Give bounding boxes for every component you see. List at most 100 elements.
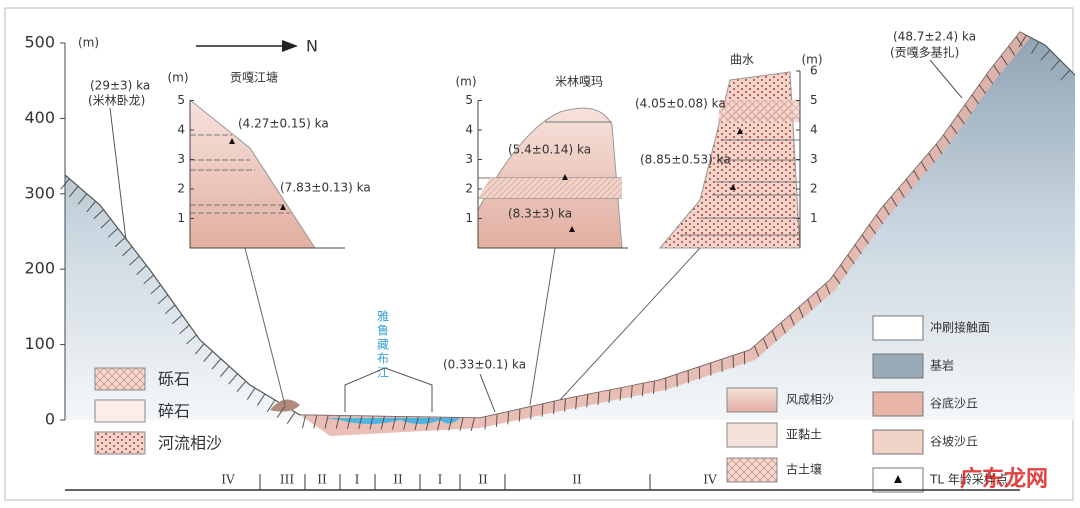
legend-swatch — [94, 431, 146, 455]
terrace-label: IV — [703, 473, 717, 487]
axis-unit: (m) — [78, 36, 99, 50]
bedrock — [65, 32, 1075, 420]
arrow-head — [282, 40, 298, 52]
hatch — [286, 411, 296, 424]
hatch — [861, 234, 869, 245]
pointer — [929, 59, 963, 99]
hatch — [586, 394, 589, 408]
site-age: (0.33±0.1) ka — [443, 358, 526, 372]
tick-label: 200 — [24, 259, 55, 278]
hatch — [1060, 69, 1071, 81]
hatch — [346, 415, 352, 429]
hatch — [868, 224, 877, 235]
terrace-label: II — [478, 473, 488, 487]
inset-tick-label: 2 — [177, 182, 185, 196]
hatch — [597, 392, 600, 406]
hatch — [100, 218, 112, 229]
hatch — [854, 244, 862, 255]
legend-label: 冲刷接触面 — [930, 320, 990, 335]
hatch — [816, 291, 822, 303]
legend-swatch — [872, 353, 924, 379]
hatch — [986, 74, 994, 85]
hatch — [1008, 45, 1016, 56]
hatch — [1015, 36, 1023, 47]
legend-label: 谷坡沙丘 — [930, 435, 978, 449]
hatch — [564, 398, 567, 412]
age-label: (8.3±3) ka — [508, 207, 572, 221]
hatch — [219, 365, 230, 378]
hatch — [608, 389, 611, 403]
terrace-label: II — [572, 473, 582, 487]
hatch — [789, 314, 795, 326]
inset-unit: (m) — [455, 75, 476, 89]
legend-label: TL 年龄采样点 — [929, 472, 1008, 487]
inset-tick-label: 1 — [810, 211, 818, 225]
hatch — [652, 381, 655, 394]
hatch — [68, 185, 79, 198]
hatch — [913, 170, 920, 181]
hatch — [157, 294, 169, 305]
terrace-label: IV — [221, 473, 235, 487]
river — [325, 418, 460, 424]
site-age: (29±3) ka — [90, 79, 150, 93]
inset-title: 米林嘎玛 — [555, 75, 603, 89]
legend-swatch — [726, 422, 778, 448]
hatch — [964, 104, 972, 115]
inset-title: 曲水 — [730, 53, 754, 67]
hatch — [833, 274, 841, 285]
inset-tick-label: 3 — [177, 152, 185, 166]
legend-label: 基岩 — [930, 358, 954, 373]
inset-unit: (m) — [167, 71, 188, 85]
legend-swatch — [726, 387, 778, 413]
inset-tick-label: 3 — [810, 152, 818, 166]
hatch — [228, 373, 238, 385]
hatch — [1018, 34, 1027, 48]
tick-label: 500 — [24, 33, 55, 52]
legend-swatch — [94, 399, 146, 423]
hatch — [753, 345, 760, 357]
inset-tick-label: 4 — [810, 123, 818, 137]
hatch — [164, 304, 176, 315]
legend-swatch — [94, 367, 146, 391]
hatch — [541, 403, 544, 417]
hatch — [358, 415, 363, 430]
hatch — [276, 405, 286, 418]
inset-tick-label: 4 — [177, 123, 185, 137]
site-age: (48.7±2.4) ka — [893, 30, 976, 44]
hatch — [771, 330, 778, 342]
tick-label: 0 — [45, 410, 55, 429]
legend-label: 亚黏土 — [786, 428, 822, 442]
legend-label: 河流相沙 — [158, 434, 222, 453]
hatch — [943, 134, 951, 145]
hatch — [391, 416, 397, 430]
legend-swatch — [872, 429, 924, 455]
hatch — [335, 415, 340, 429]
terrace-label: I — [438, 473, 443, 487]
hatch — [246, 387, 256, 400]
hatch — [935, 144, 943, 155]
inset-tick-label: 1 — [465, 211, 473, 225]
inset-tick-label: 5 — [177, 93, 185, 107]
hatch — [484, 416, 487, 430]
hatch — [630, 385, 633, 399]
inset-tick-label: 2 — [810, 182, 818, 196]
hatch — [507, 411, 510, 425]
hatch — [840, 264, 848, 275]
sample-point — [229, 138, 235, 144]
hatch — [114, 237, 126, 247]
watermark: 广东龙网 — [960, 466, 1048, 492]
age-label: (4.05±0.08) ka — [635, 97, 726, 111]
terrace-label: III — [280, 473, 294, 487]
hatch — [1000, 55, 1008, 66]
hatch — [403, 416, 408, 430]
inset-unit: (m) — [801, 53, 822, 67]
hatch — [369, 416, 374, 430]
hatch — [324, 415, 329, 429]
inset-tick-label: 6 — [810, 64, 818, 78]
legend-swatch — [872, 315, 924, 341]
hatch — [641, 383, 644, 397]
hatch — [136, 264, 147, 275]
inset-title: 贡嘎江塘 — [230, 70, 278, 85]
soil-layer — [478, 178, 622, 198]
